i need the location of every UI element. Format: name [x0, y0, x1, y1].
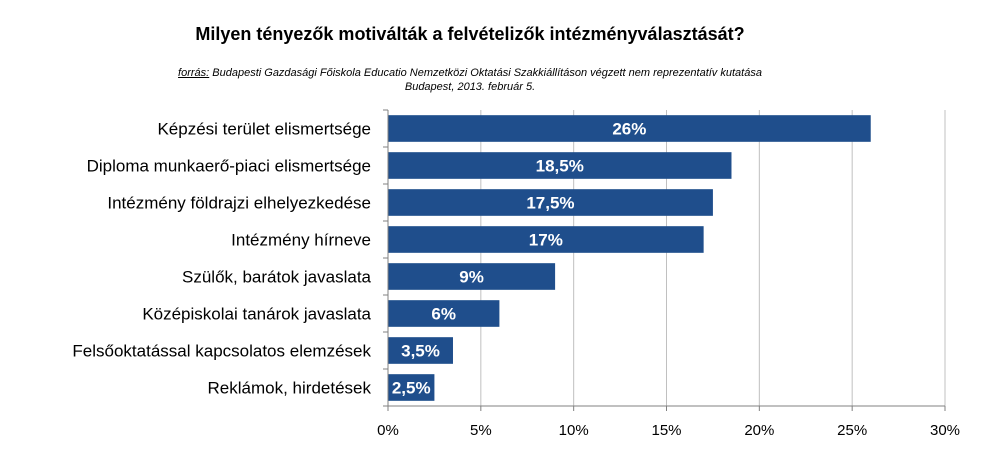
category-label-4: Szülők, barátok javaslata: [182, 268, 372, 287]
x-tick-label-4: 20%: [744, 422, 774, 439]
bar-1: [388, 152, 732, 179]
source-label: forrás:: [178, 67, 210, 79]
bar-0: [388, 115, 871, 142]
bar-7: [388, 374, 435, 401]
bar-2: [388, 189, 713, 216]
bar-value-label-6: 3,5%: [401, 342, 440, 361]
bar-value-label-2: 17,5%: [526, 194, 574, 213]
category-label-2: Intézmény földrajzi elhelyezkedése: [107, 194, 371, 213]
bar-value-label-4: 9%: [459, 268, 484, 287]
category-label-7: Reklámok, hirdetések: [208, 379, 372, 398]
bar-value-label-7: 2,5%: [392, 379, 431, 398]
bar-value-label-3: 17%: [529, 231, 563, 250]
source-note: forrás: Budapesti Gazdasági Főiskola Edu…: [0, 66, 940, 94]
bar-4: [388, 263, 556, 290]
source-line-2: Budapest, 2013. február 5.: [404, 81, 536, 93]
category-label-6: Felsőoktatással kapcsolatos elemzések: [72, 342, 371, 361]
chart-title: Milyen tényezők motiválták a felvételiző…: [195, 24, 745, 44]
category-label-5: Középiskolai tanárok javaslata: [142, 305, 371, 324]
bar-5: [388, 300, 500, 327]
category-label-0: Képzési terület elismertsége: [157, 120, 371, 139]
x-tick-label-5: 25%: [837, 422, 867, 439]
x-tick-label-0: 0%: [377, 422, 399, 439]
x-tick-label-2: 10%: [559, 422, 589, 439]
source-text: Budapesti Gazdasági Főiskola Educatio Ne…: [209, 67, 762, 79]
source-line-1: forrás: Budapesti Gazdasági Főiskola Edu…: [0, 66, 940, 80]
bar-3: [388, 226, 704, 253]
bar-value-label-5: 6%: [431, 305, 456, 324]
bar-value-label-1: 18,5%: [536, 157, 584, 176]
category-label-3: Intézmény hírneve: [231, 231, 371, 250]
x-tick-label-1: 5%: [470, 422, 492, 439]
x-tick-label-3: 15%: [651, 422, 681, 439]
bar-value-label-0: 26%: [612, 120, 646, 139]
category-label-1: Diploma munkaerő-piaci elismertsége: [87, 157, 371, 176]
bar-6: [388, 337, 453, 364]
x-tick-label-6: 30%: [930, 422, 960, 439]
